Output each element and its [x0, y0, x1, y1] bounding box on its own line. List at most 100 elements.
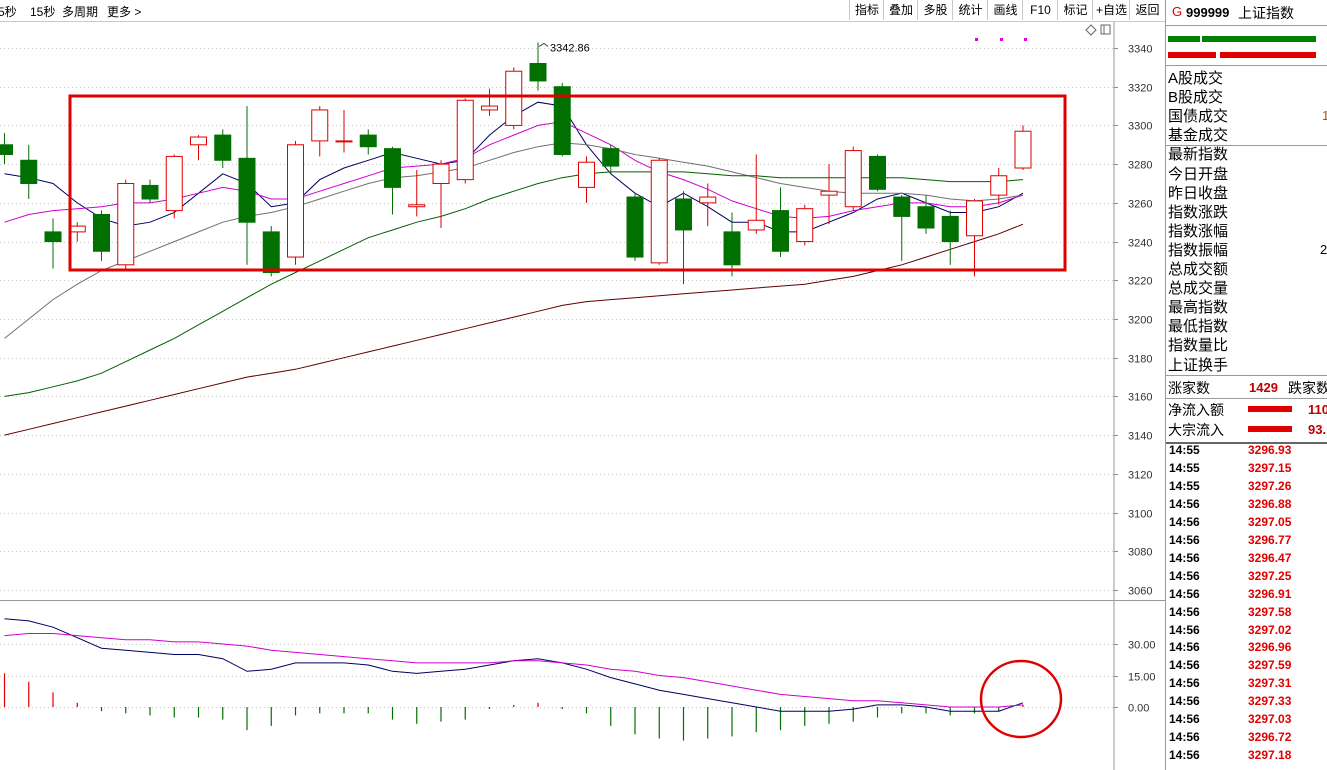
candle: [44, 218, 62, 269]
up-count-label: 涨家数: [1168, 380, 1210, 396]
tick-time: 14:56: [1169, 748, 1200, 763]
stock-flag: G: [1172, 4, 1183, 19]
indicator-button[interactable]: 指标: [849, 0, 884, 20]
y-tick-label: 3100: [1128, 509, 1152, 521]
tick-row: 14:56 3296.96: [1168, 640, 1326, 658]
tick-price: 3296.72: [1248, 730, 1292, 745]
candle: [772, 187, 789, 258]
high-label: 3342.86: [550, 42, 590, 54]
draw-line-button[interactable]: 画线: [987, 0, 1023, 20]
candle-body: [917, 206, 935, 229]
candle-body: [966, 200, 983, 237]
tick-row: 14:56 3296.72: [1168, 730, 1326, 748]
candle: [917, 195, 935, 234]
tick-time: 14:56: [1169, 658, 1200, 673]
candle: [675, 191, 692, 285]
tick-time: 14:56: [1169, 568, 1200, 583]
candle: [893, 195, 911, 261]
tick-row: 14:56 3297.33: [1168, 694, 1326, 712]
tick-row: 14:55 3297.15: [1168, 461, 1326, 479]
tick-row: 14:56 3297.03: [1168, 712, 1326, 730]
tick-time: 14:55: [1169, 460, 1200, 475]
candle-body: [505, 70, 523, 126]
statistics-button[interactable]: 统计: [952, 0, 988, 20]
stock-header: G 999999 上证指数: [1166, 0, 1327, 24]
tick-time: 14:56: [1169, 694, 1200, 709]
candle-body: [238, 157, 256, 223]
info-label: B股成交: [1168, 89, 1224, 107]
candle-body: [0, 144, 13, 155]
candle: [699, 183, 717, 227]
candle-body: [20, 159, 38, 184]
candle-body: [796, 208, 814, 243]
y-tick-label: 3060: [1128, 586, 1152, 598]
high-pointer: [538, 42, 549, 47]
y-tick-label: 3320: [1128, 83, 1152, 95]
candle: [1014, 125, 1032, 170]
tick-time: 14:56: [1169, 640, 1200, 655]
tick-row: 14:56 3297.18: [1168, 748, 1326, 766]
magenta-markers: [975, 38, 1027, 41]
tick-price: 3296.77: [1248, 532, 1292, 547]
candle-body: [699, 196, 717, 204]
tick-row: 14:55 3296.93: [1168, 443, 1326, 461]
candle: [820, 164, 838, 225]
overlay-button[interactable]: 叠加: [883, 0, 918, 20]
moving-average-line: [4, 171, 1024, 397]
net-inflow-value: 110: [1308, 402, 1327, 417]
candle: [408, 169, 426, 217]
candle: [481, 88, 498, 116]
candle: [93, 210, 110, 261]
period-5s[interactable]: 5秒: [0, 5, 17, 19]
divider: [1166, 375, 1327, 376]
candle-body: [481, 105, 498, 111]
back-button[interactable]: 返回: [1129, 0, 1165, 20]
tick-time: 14:56: [1169, 532, 1200, 547]
tick-price: 3297.02: [1248, 622, 1292, 637]
price-chart[interactable]: 3340 3320 3300 3280 3260 3240 3220 3200 3180 3160…: [0, 0, 1165, 770]
info-label: 上证换手: [1168, 356, 1229, 374]
candle: [990, 168, 1008, 205]
y-tick-label: 3280: [1128, 160, 1152, 172]
macd-y-tick-label: 15.00: [1128, 672, 1156, 684]
divider: [1166, 398, 1327, 399]
period-multi[interactable]: 多周期: [62, 5, 99, 19]
tick-price: 3297.59: [1248, 658, 1292, 673]
tick-time: 14:56: [1169, 550, 1200, 565]
candle-body: [432, 163, 450, 184]
block-inflow-label: 大宗流入: [1168, 422, 1224, 438]
candle-body: [553, 86, 571, 155]
candle-body: [384, 148, 401, 188]
tick-time: 14:56: [1169, 712, 1200, 727]
y-tick-label: 3080: [1128, 547, 1152, 559]
period-15s[interactable]: 15秒: [30, 5, 56, 19]
tick-row: 14:56 3297.05: [1168, 515, 1326, 533]
period-more[interactable]: 更多 >: [107, 5, 142, 19]
annotations: 3342.86: [538, 42, 590, 54]
volume-bar-green: [1168, 36, 1200, 42]
tick-row: 14:56 3297.02: [1168, 623, 1326, 641]
candle: [141, 179, 159, 203]
candle-body: [117, 183, 135, 266]
info-label: A股成交: [1168, 70, 1224, 87]
tick-time: 14:56: [1169, 676, 1200, 691]
candle-body: [747, 219, 765, 231]
info-label: 基金成交: [1168, 127, 1229, 145]
tick-price: 3296.47: [1248, 550, 1292, 565]
candle-body: [578, 161, 595, 188]
tick-price: 3297.58: [1248, 604, 1292, 619]
net-inflow-label: 净流入额: [1168, 402, 1224, 418]
add-watchlist-button[interactable]: +自选: [1092, 0, 1130, 20]
tick-row: 14:56 3296.88: [1168, 497, 1326, 515]
chart-grid: [0, 48, 1114, 591]
diamond-icon[interactable]: [1085, 24, 1097, 36]
panel-toggle-icon[interactable]: [1100, 24, 1111, 35]
macd-pane: 30.00 15.00 0.00: [0, 618, 1156, 741]
candle: [723, 212, 741, 277]
candle: [335, 109, 353, 153]
macd-dea-line: [4, 633, 1024, 708]
candle: [432, 160, 450, 229]
mark-button[interactable]: 标记: [1057, 0, 1093, 20]
multi-stock-button[interactable]: 多股: [917, 0, 953, 20]
f10-button[interactable]: F10: [1022, 0, 1058, 20]
